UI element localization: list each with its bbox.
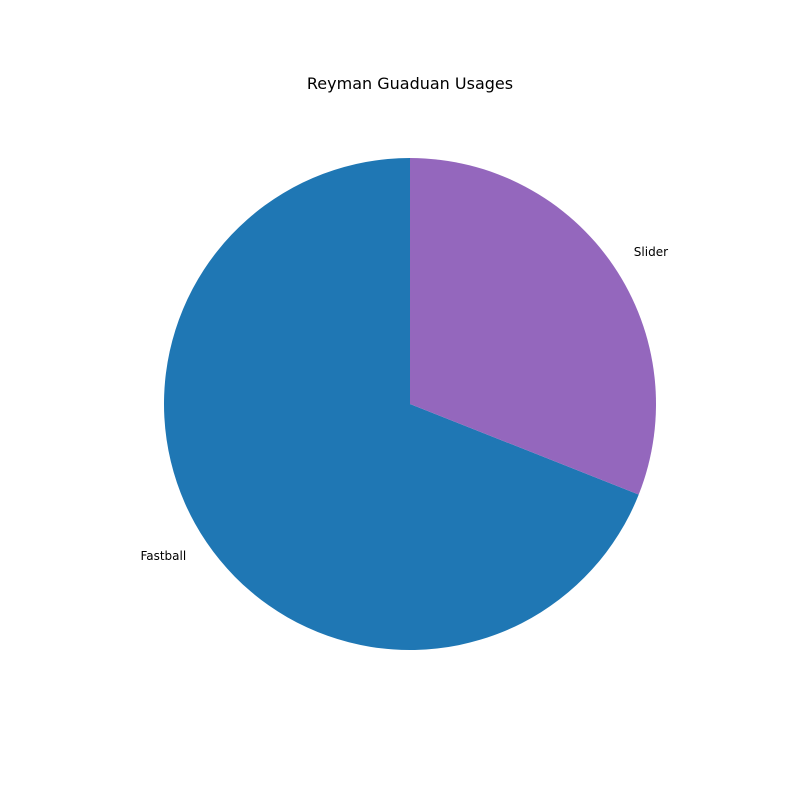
slice-label-slider: Slider xyxy=(634,245,668,259)
pie-slices xyxy=(164,158,657,650)
pie-slice-fastball xyxy=(164,158,639,650)
pie-labels: Fastball Slider xyxy=(140,245,668,563)
slice-label-fastball: Fastball xyxy=(140,549,186,563)
chart-title: Reyman Guaduan Usages xyxy=(307,74,513,93)
pie-slice-slider xyxy=(410,158,657,495)
